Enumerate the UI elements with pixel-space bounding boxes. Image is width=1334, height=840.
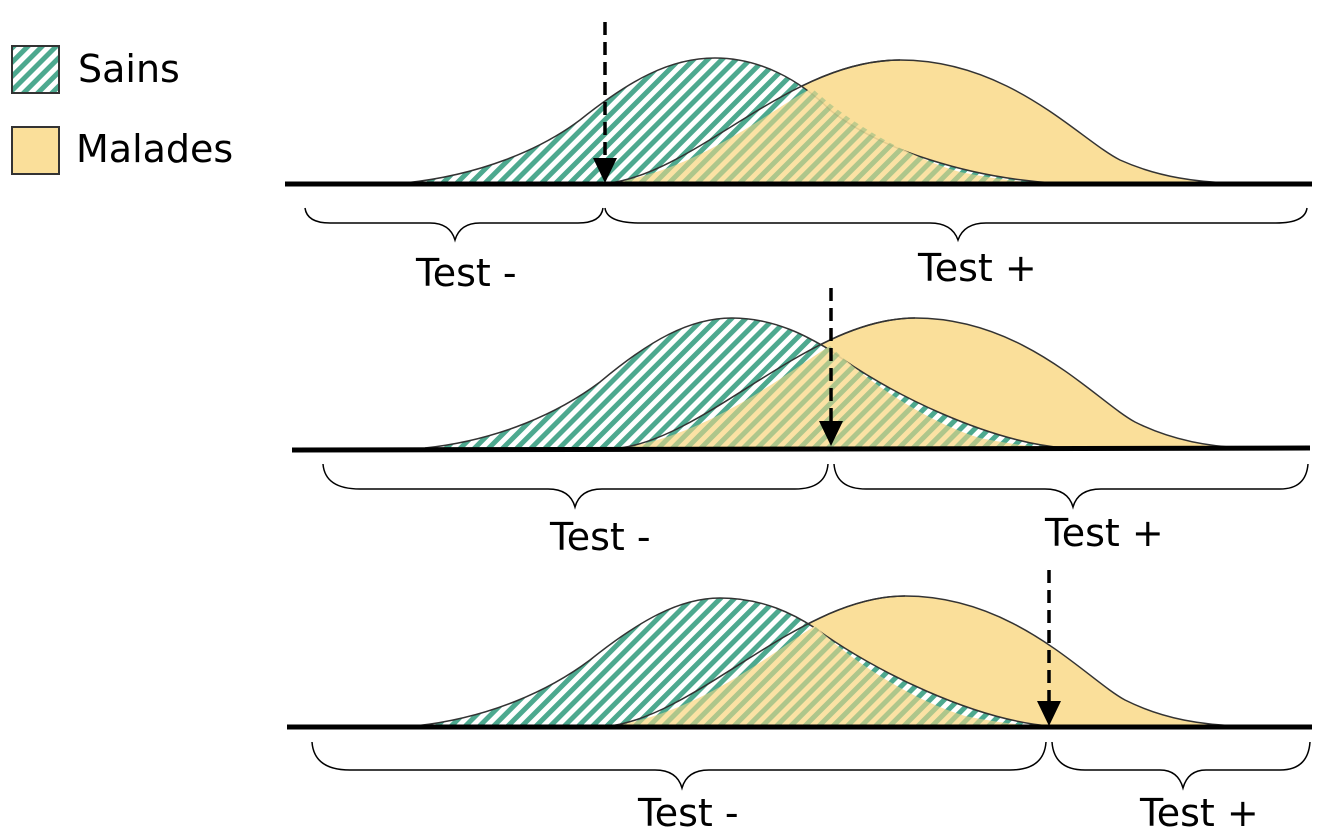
test-negative-label: Test - bbox=[637, 791, 739, 835]
legend-sick-swatch bbox=[11, 126, 60, 175]
threshold-arrow-head bbox=[1037, 701, 1061, 726]
test-positive-label: Test + bbox=[917, 246, 1037, 290]
axis-line bbox=[291, 445, 1311, 453]
sick-outline-over bbox=[609, 595, 906, 727]
positive-brace bbox=[604, 207, 1308, 243]
test-negative-label: Test - bbox=[415, 251, 517, 295]
panel-1: Test - Test + bbox=[285, 22, 1312, 295]
negative-brace bbox=[322, 463, 829, 510]
overlap-region bbox=[620, 346, 1065, 448]
sick-outline-over bbox=[619, 317, 916, 449]
threshold-arrow-head bbox=[593, 158, 617, 183]
panel-2: Test - Test + bbox=[291, 288, 1311, 559]
positive-brace bbox=[1051, 741, 1311, 791]
legend: Sains Malades bbox=[11, 45, 233, 175]
overlap-region bbox=[610, 88, 1055, 183]
test-positive-label: Test + bbox=[1044, 511, 1164, 555]
sick-outline-over bbox=[609, 59, 901, 184]
legend-sick-label: Malades bbox=[76, 127, 233, 171]
test-positive-label: Test + bbox=[1139, 791, 1259, 835]
negative-brace bbox=[304, 207, 604, 243]
threshold-arrow-head bbox=[819, 421, 843, 446]
overlap-region bbox=[610, 626, 1050, 726]
legend-healthy-label: Sains bbox=[78, 47, 180, 91]
legend-healthy-swatch bbox=[11, 45, 60, 94]
panel-3: Test - Test + bbox=[287, 570, 1312, 835]
negative-brace bbox=[311, 741, 1047, 791]
positive-brace bbox=[833, 463, 1309, 510]
test-negative-label: Test - bbox=[549, 515, 651, 559]
